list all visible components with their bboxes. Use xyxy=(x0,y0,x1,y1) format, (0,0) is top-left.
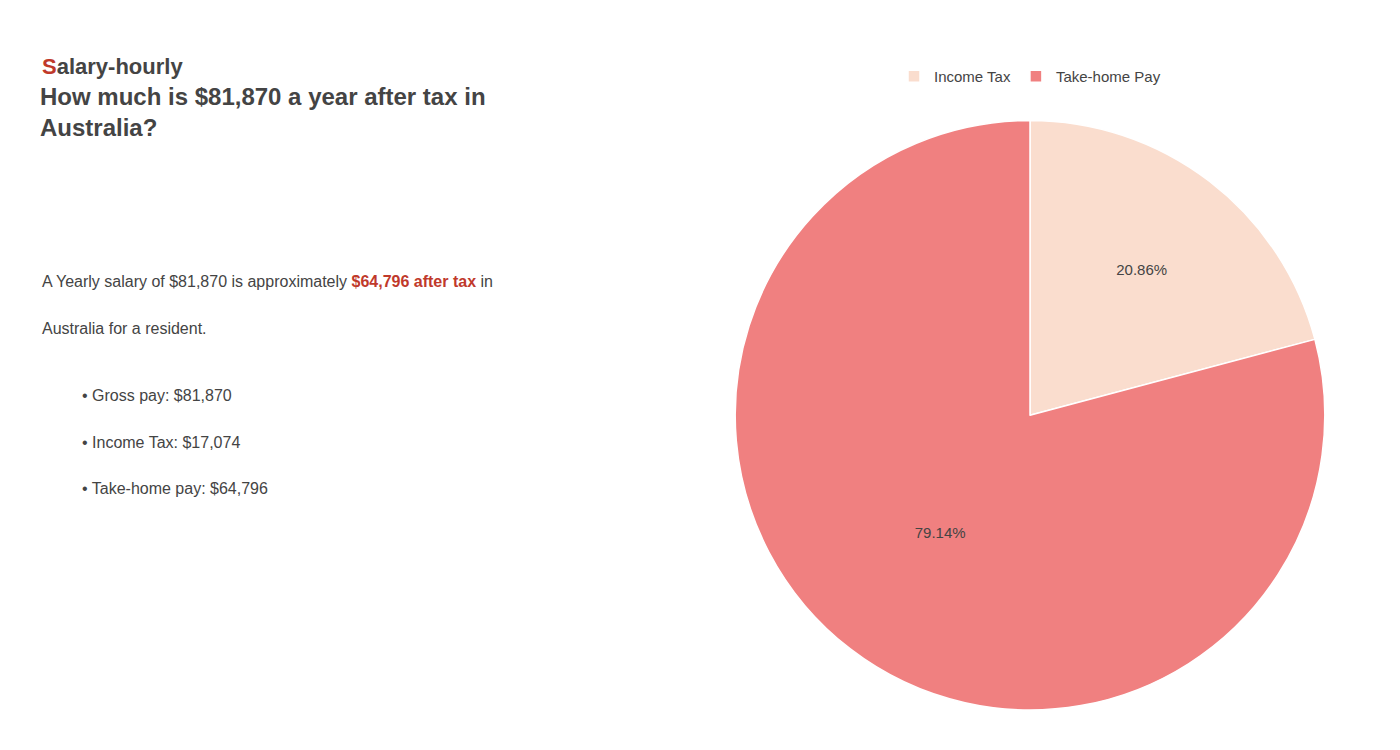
svg-text:79.14%: 79.14% xyxy=(915,524,966,541)
svg-text:How much is $81,870 a year aft: How much is $81,870 a year after tax inA… xyxy=(40,83,486,141)
svg-text:A Yearly salary of $81,870 is: A Yearly salary of $81,870 is approximat… xyxy=(42,273,493,290)
svg-text:• Take-home pay: $64,796: • Take-home pay: $64,796 xyxy=(82,480,268,497)
svg-text:Australia for a resident.: Australia for a resident. xyxy=(42,320,207,337)
svg-text:Take-home Pay: Take-home Pay xyxy=(1056,68,1161,85)
svg-text:20.86%: 20.86% xyxy=(1116,261,1167,278)
svg-text:• Income Tax: $17,074: • Income Tax: $17,074 xyxy=(82,434,240,451)
svg-text:Salary-hourly: Salary-hourly xyxy=(42,54,183,79)
svg-text:• Gross pay: $81,870: • Gross pay: $81,870 xyxy=(82,387,232,404)
svg-text:Income Tax: Income Tax xyxy=(934,68,1011,85)
